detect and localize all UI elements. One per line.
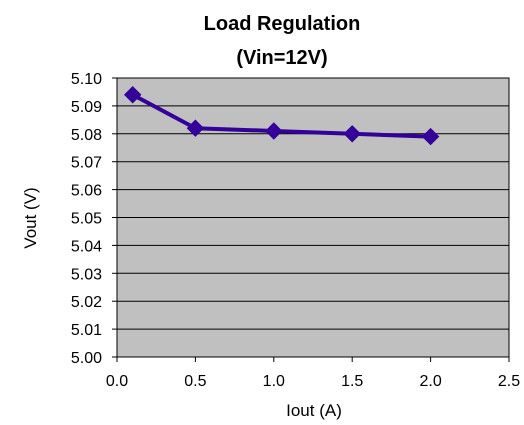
y-tick-label: 5.08 bbox=[71, 127, 102, 144]
y-axis-ticks: 5.00 5.01 5.02 5.03 5.04 5.05 5.06 5.07 5.08 5.09… bbox=[71, 71, 117, 367]
y-tick-label: 5.07 bbox=[71, 155, 102, 172]
grid-lines bbox=[117, 77, 509, 330]
y-tick-label: 5.01 bbox=[71, 322, 102, 339]
data-point-marker bbox=[421, 127, 440, 146]
x-axis-label: Iout (A) bbox=[286, 401, 342, 420]
x-tick-label: 1.0 bbox=[263, 373, 285, 390]
x-tick-label: 2.0 bbox=[419, 373, 441, 390]
y-tick-label: 5.02 bbox=[71, 294, 102, 311]
y-tick-label: 5.03 bbox=[71, 266, 102, 283]
x-tick-label: 0.5 bbox=[184, 373, 206, 390]
data-point-marker bbox=[123, 86, 142, 104]
x-axis-ticks: 0.0 0.5 1.0 1.5 2.0 2.5 bbox=[106, 357, 520, 390]
chart-title: Load Regulation bbox=[204, 13, 361, 35]
y-tick-label: 5.10 bbox=[71, 71, 102, 88]
data-point-marker bbox=[343, 125, 361, 143]
y-tick-label: 5.04 bbox=[71, 238, 102, 255]
x-tick-label: 0.0 bbox=[106, 373, 128, 390]
data-point-marker bbox=[265, 122, 283, 140]
y-axis-label: Vout (V) bbox=[21, 187, 40, 248]
series-layer bbox=[123, 86, 440, 146]
y-tick-label: 5.05 bbox=[71, 211, 102, 228]
x-tick-label: 2.5 bbox=[498, 373, 520, 390]
x-tick-label: 1.5 bbox=[341, 373, 363, 390]
chart-subtitle: (Vin=12V) bbox=[236, 47, 327, 69]
y-tick-label: 5.09 bbox=[71, 99, 102, 116]
y-tick-label: 5.00 bbox=[71, 350, 102, 367]
data-point-marker bbox=[186, 119, 205, 137]
y-tick-label: 5.06 bbox=[71, 183, 102, 200]
